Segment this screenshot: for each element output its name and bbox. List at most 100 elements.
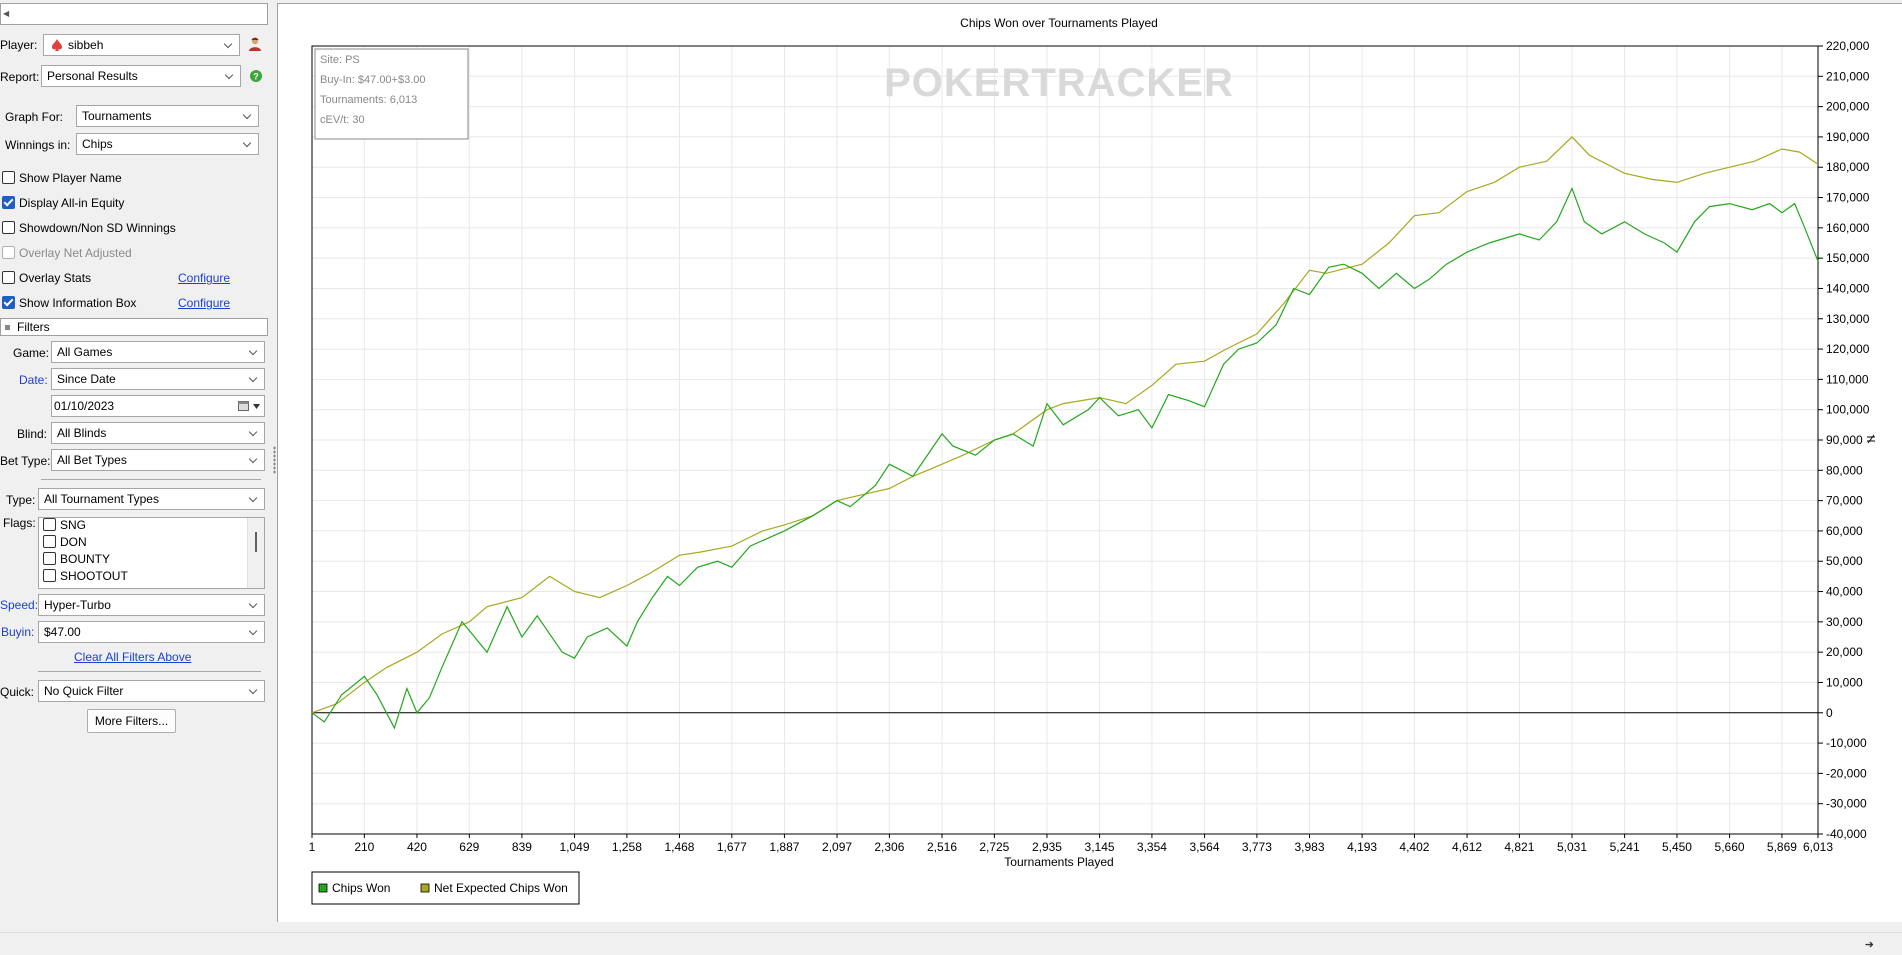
- date-label: Date:: [19, 373, 48, 387]
- y-tick-label: 80,000: [1826, 463, 1863, 477]
- date-select[interactable]: Since Date: [51, 368, 265, 390]
- flag-label: SNG: [60, 518, 87, 532]
- y-tick-label: 60,000: [1826, 524, 1863, 538]
- quick-filter-value: No Quick Filter: [44, 684, 124, 698]
- checkbox-box[interactable]: [2, 296, 15, 309]
- checkbox-box[interactable]: [2, 221, 15, 234]
- show-information-box-checkbox[interactable]: Show Information Box: [2, 296, 136, 310]
- flag-label: DON: [60, 535, 87, 549]
- configure-information-box-link[interactable]: Configure: [178, 296, 231, 310]
- checkbox-label: Show Information Box: [19, 296, 137, 310]
- filters-header[interactable]: Filters: [0, 318, 268, 336]
- user-icon[interactable]: [247, 36, 263, 52]
- y-tick-label: 120,000: [1826, 342, 1870, 356]
- checkbox-box[interactable]: [43, 569, 56, 582]
- flag-shootout-checkbox[interactable]: SHOOTOUT: [43, 569, 128, 583]
- display-all-in-equity-checkbox[interactable]: Display All-in Equity: [2, 196, 124, 210]
- blind-select[interactable]: All Blinds: [51, 422, 265, 444]
- x-tick-label: 2,306: [874, 840, 904, 854]
- clear-all-filters-link[interactable]: Clear All Filters Above: [74, 650, 192, 664]
- help-icon[interactable]: ?: [249, 69, 263, 83]
- show-player-name-checkbox[interactable]: Show Player Name: [2, 171, 122, 185]
- overlay-stats-checkbox[interactable]: Overlay Stats: [2, 271, 91, 285]
- collapse-icon[interactable]: [5, 325, 10, 330]
- y-tick-label: 30,000: [1826, 615, 1863, 629]
- game-select[interactable]: All Games: [51, 341, 265, 363]
- y-tick-label: 190,000: [1826, 130, 1870, 144]
- flag-bounty-checkbox[interactable]: BOUNTY: [43, 552, 110, 566]
- more-filters-button[interactable]: More Filters...: [87, 709, 176, 733]
- caret-down-icon[interactable]: [253, 404, 260, 409]
- info-cev: cEV/t: 30: [320, 114, 365, 126]
- y-tick-label: 220,000: [1826, 39, 1870, 53]
- pokertracker-watermark: POKERTRACKER: [884, 61, 1234, 105]
- y-tick-label: 200,000: [1826, 100, 1870, 114]
- checkbox-box[interactable]: [2, 271, 15, 284]
- date-input[interactable]: 01/10/2023: [51, 395, 265, 417]
- flag-sng-checkbox[interactable]: SNG: [43, 518, 86, 532]
- y-tick-label: 0: [1826, 706, 1833, 720]
- x-axis: 1 210 420 629 839 1,049 1,258 1,468 1,677 1,887 2,…: [309, 834, 1833, 854]
- player-label: Player:: [0, 38, 38, 52]
- x-tick-label: 5,031: [1557, 840, 1587, 854]
- checkbox-box[interactable]: [43, 552, 56, 565]
- tournament-type-select[interactable]: All Tournament Types: [38, 488, 265, 510]
- info-box: Site: PS Buy-In: $47.00+$3.00 Tournament…: [314, 48, 469, 140]
- checkbox-box[interactable]: [43, 535, 56, 548]
- x-tick-label: 1: [309, 840, 316, 854]
- flag-label: BOUNTY: [60, 552, 111, 566]
- winnings-in-value: Chips: [82, 137, 113, 151]
- checkbox-label: Show Player Name: [19, 171, 122, 185]
- type-label: Type:: [6, 493, 36, 507]
- checkbox-label: Display All-in Equity: [19, 196, 125, 210]
- player-select[interactable]: sibbeh: [43, 34, 240, 56]
- winnings-in-select[interactable]: Chips: [76, 133, 259, 155]
- divider: [38, 671, 261, 672]
- speed-select[interactable]: Hyper-Turbo: [38, 594, 265, 616]
- x-tick-label: 210: [354, 840, 374, 854]
- chevron-down-icon: [249, 681, 259, 701]
- buyin-label: Buyin:: [1, 625, 35, 639]
- flag-don-checkbox[interactable]: DON: [43, 535, 87, 549]
- checkbox-box[interactable]: [2, 196, 15, 209]
- y-tick-label: 130,000: [1826, 312, 1870, 326]
- report-label: Report:: [0, 70, 40, 84]
- info-buy-in: Buy-In: $47.00+$3.00: [320, 74, 426, 86]
- calendar-icon[interactable]: [238, 401, 249, 411]
- y-tick-label: -20,000: [1826, 766, 1867, 780]
- checkbox-box[interactable]: [43, 518, 56, 531]
- legend-net-expected-label: Net Expected Chips Won: [434, 881, 568, 895]
- date-value: Since Date: [57, 372, 116, 386]
- flags-scrollbar[interactable]: [247, 518, 264, 588]
- checkbox-box[interactable]: [2, 171, 15, 184]
- blind-label: Blind:: [17, 427, 48, 441]
- checkbox-label: Overlay Net Adjusted: [19, 246, 132, 260]
- quick-filter-select[interactable]: No Quick Filter: [38, 680, 265, 702]
- y-tick-label: 210,000: [1826, 69, 1870, 83]
- y-tick-label: -10,000: [1826, 736, 1867, 750]
- send-icon[interactable]: ➜: [1864, 939, 1874, 951]
- collapse-bar[interactable]: ◀: [0, 3, 268, 25]
- chevron-down-icon: [249, 369, 259, 389]
- collapse-arrow-icon[interactable]: ◀: [3, 9, 10, 18]
- configure-overlay-stats-link[interactable]: Configure: [178, 271, 231, 285]
- bet-type-select[interactable]: All Bet Types: [51, 449, 265, 471]
- speed-value: Hyper-Turbo: [44, 598, 111, 612]
- scrollbar-thumb[interactable]: [255, 532, 257, 552]
- series-toggle-icon[interactable]: [1867, 434, 1875, 444]
- x-tick-label: 5,660: [1715, 840, 1745, 854]
- chart-svg: 220,000210,000200,000190,000180,000170,0…: [309, 16, 1875, 905]
- flags-list[interactable]: SNG DON BOUNTY SHOOTOUT: [38, 517, 265, 589]
- report-value: Personal Results: [47, 69, 138, 83]
- showdown-winnings-checkbox[interactable]: Showdown/Non SD Winnings: [2, 221, 176, 235]
- filters-title: Filters: [17, 320, 50, 334]
- buyin-select[interactable]: $47.00: [38, 621, 265, 643]
- chevron-down-icon: [243, 106, 253, 126]
- svg-text:?: ?: [253, 72, 259, 82]
- overlay-net-adjusted-checkbox: Overlay Net Adjusted: [2, 246, 132, 260]
- report-select[interactable]: Personal Results: [41, 65, 241, 87]
- y-tick-label: 100,000: [1826, 403, 1870, 417]
- graph-for-select[interactable]: Tournaments: [76, 105, 259, 127]
- splitter-handle[interactable]: [273, 446, 276, 474]
- x-tick-label: 839: [512, 840, 532, 854]
